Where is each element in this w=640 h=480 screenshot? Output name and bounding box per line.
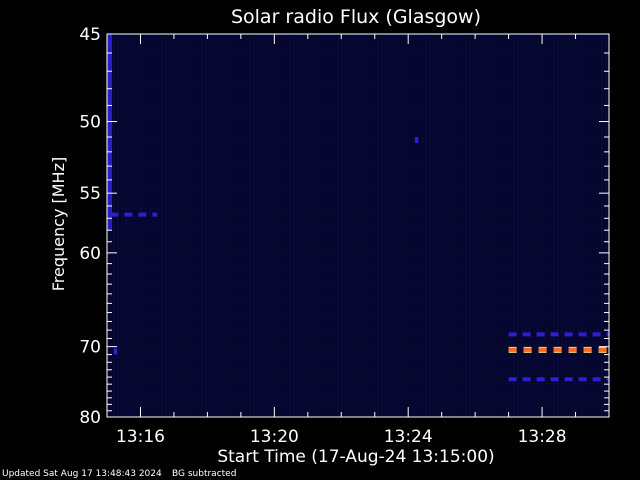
x-tick-label: 13:28 [518, 427, 567, 447]
y-tick-label: 50 [79, 113, 101, 133]
axis-layer: 45 50 55 60 70 80 13:16 13:20 13:24 13:28 [79, 25, 610, 447]
y-axis-label: Frequency [MHz] [49, 157, 68, 291]
y-tick-label: 80 [79, 408, 101, 428]
bg-subtracted-note: BG subtracted [172, 469, 237, 479]
signal-spot [113, 348, 118, 355]
y-tick-label: 55 [79, 184, 101, 204]
x-tick-label: 13:20 [250, 427, 299, 447]
chart-title: Solar radio Flux (Glasgow) [231, 6, 481, 28]
x-tick-label: 13:24 [384, 427, 433, 447]
plot-area-layer [107, 34, 609, 417]
updated-timestamp: Updated Sat Aug 17 13:48:43 2024 [2, 469, 162, 479]
signal-spot [414, 137, 419, 144]
background-strip [107, 34, 113, 231]
spectrogram-texture [107, 34, 609, 417]
y-tick-label: 70 [79, 338, 101, 358]
y-tick-label: 45 [79, 25, 101, 45]
spectrogram-features [107, 34, 609, 382]
spectrogram-background [107, 34, 609, 417]
x-axis-label: Start Time (17-Aug-24 13:15:00) [217, 447, 494, 467]
y-tick-label: 60 [79, 244, 101, 264]
x-tick-label: 13:16 [116, 427, 165, 447]
plot-frame [106, 33, 610, 418]
